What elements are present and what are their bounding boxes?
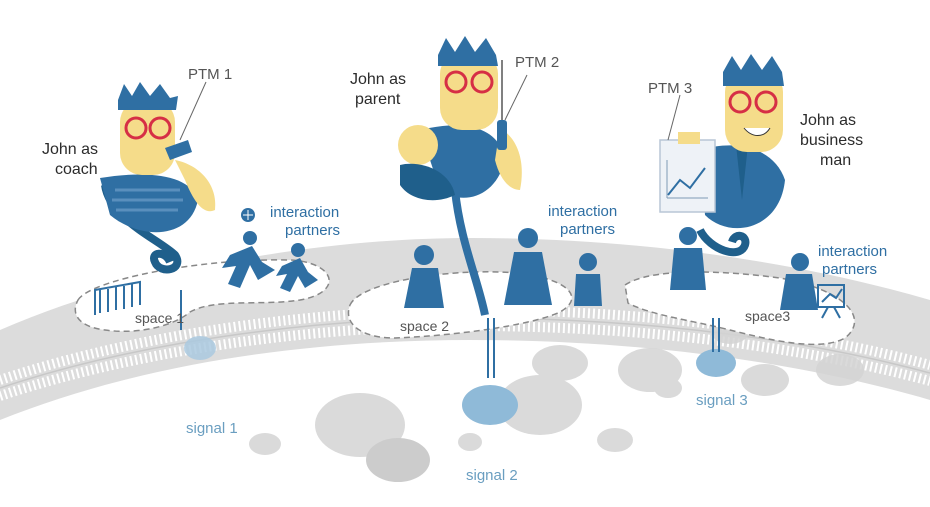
coach-role-line2: coach: [55, 161, 98, 178]
ptm2-label: PTM 2: [515, 54, 560, 71]
parent-partners-line1: interaction: [548, 203, 618, 220]
coach-role-line1: John as: [42, 141, 99, 158]
coach-partners-line2: partners: [285, 222, 341, 239]
parent-partners-line2: partners: [560, 221, 616, 238]
signal3-label: signal 3: [696, 392, 748, 409]
ptm3-label: PTM 3: [648, 80, 693, 97]
space3-label: space3: [745, 308, 791, 324]
business-partners-line1: interaction: [818, 243, 888, 260]
parent-figure: [398, 36, 522, 316]
business-role-line1: John as: [800, 112, 857, 129]
coach-partners: [222, 231, 318, 292]
parent-role-line2: parent: [355, 91, 401, 108]
soccer-goal-icon: [94, 280, 141, 315]
receptors: [180, 290, 720, 378]
space2-label: space 2: [400, 318, 450, 334]
signal1-label: signal 1: [186, 420, 238, 437]
coach-figure: [100, 82, 216, 274]
cytoplasm-bubbles: [249, 316, 864, 482]
easel-chart-icon: [817, 284, 845, 319]
baby-bottle-icon: [497, 60, 507, 150]
business-partners: [670, 227, 818, 310]
signal2-label: signal 2: [466, 467, 518, 484]
interaction-spaces: [74, 259, 856, 346]
parent-partners: [404, 228, 602, 308]
coach-partners-line1: interaction: [270, 204, 340, 221]
soccer-ball-icon: [241, 208, 255, 222]
business-role-line3: man: [820, 152, 852, 169]
parent-role-line1: John as: [350, 71, 407, 88]
chart-clipboard-icon: [659, 132, 716, 213]
space1-label: space 1: [135, 310, 185, 326]
business-partners-line2: partners: [822, 261, 878, 278]
whistle-icon: [165, 140, 192, 160]
signal-circles: [184, 336, 736, 425]
ptm1-label: PTM 1: [188, 66, 233, 83]
business-role-line2: business: [800, 132, 864, 149]
leader-lines: [179, 74, 681, 141]
businessman-figure: [696, 54, 785, 257]
